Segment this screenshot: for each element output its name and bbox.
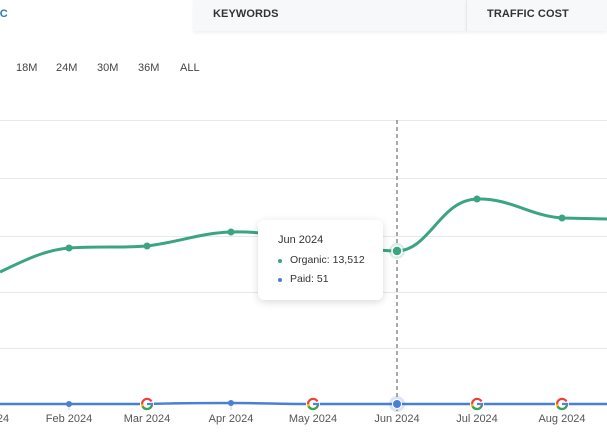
tab-bar: FFIC KEYWORDS TRAFFIC COST bbox=[0, 0, 607, 31]
organic-dot-icon bbox=[278, 258, 282, 263]
range-all-button[interactable]: ALL bbox=[180, 62, 200, 74]
x-label: 24 bbox=[0, 413, 10, 425]
paid-points bbox=[66, 400, 234, 407]
paid-hover-point[interactable] bbox=[392, 399, 402, 409]
range-30m-button[interactable]: 30M bbox=[97, 62, 119, 74]
range-18m-button[interactable]: 18M bbox=[16, 62, 38, 74]
tab-traffic-label: FFIC bbox=[0, 8, 8, 20]
x-label: Jun 2024 bbox=[374, 413, 420, 425]
organic-hover-point[interactable] bbox=[391, 245, 403, 257]
tooltip-paid-value: Paid: 51 bbox=[290, 273, 329, 285]
x-label: May 2024 bbox=[288, 413, 338, 425]
x-label: Aug 2024 bbox=[538, 413, 586, 425]
tab-traffic-cost-label: TRAFFIC COST bbox=[487, 8, 569, 20]
tab-keywords[interactable]: KEYWORDS bbox=[193, 0, 466, 31]
tab-traffic-cost[interactable]: TRAFFIC COST bbox=[466, 0, 607, 31]
paid-line bbox=[0, 401, 607, 406]
x-label: Feb 2024 bbox=[45, 413, 93, 425]
chart-tooltip: Jun 2024 Organic: 13,512 Paid: 51 bbox=[258, 220, 383, 300]
range-24m-button[interactable]: 24M bbox=[56, 62, 78, 74]
tooltip-organic-value: Organic: 13,512 bbox=[290, 254, 365, 266]
tooltip-title: Jun 2024 bbox=[278, 234, 324, 246]
tooltip-organic-row: Organic: 13,512 bbox=[278, 251, 383, 270]
organic-points bbox=[65, 195, 566, 252]
tooltip-paid-row: Paid: 51 bbox=[278, 270, 383, 289]
tab-traffic[interactable]: FFIC bbox=[0, 0, 193, 31]
x-label: Mar 2024 bbox=[123, 413, 171, 425]
google-update-icon[interactable] bbox=[140, 397, 154, 411]
tab-keywords-label: KEYWORDS bbox=[213, 8, 279, 20]
range-36m-button[interactable]: 36M bbox=[138, 62, 160, 74]
paid-dot-icon bbox=[278, 277, 282, 282]
google-update-icon[interactable] bbox=[306, 397, 320, 411]
google-update-icon[interactable] bbox=[470, 397, 484, 411]
x-label: Jul 2024 bbox=[456, 413, 498, 425]
google-update-icon[interactable] bbox=[555, 397, 569, 411]
x-label: Apr 2024 bbox=[208, 413, 254, 425]
